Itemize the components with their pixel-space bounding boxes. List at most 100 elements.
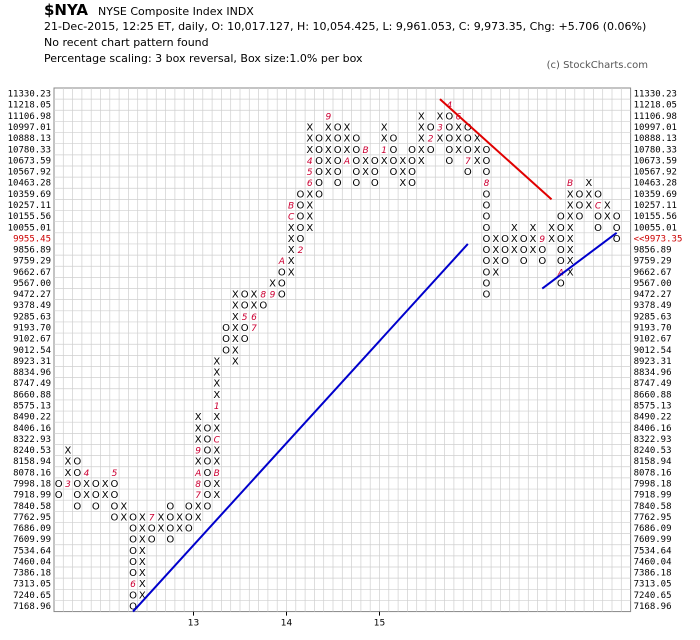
left-tick-label: 8834.96	[13, 368, 51, 378]
left-tick-label: 9012.54	[13, 346, 51, 356]
x-box: X	[306, 122, 313, 133]
o-box: O	[594, 189, 602, 200]
o-box: O	[259, 301, 267, 312]
o-box: O	[315, 178, 323, 189]
x-box: X	[139, 579, 146, 590]
o-box: O	[390, 134, 398, 145]
trendline	[541, 232, 618, 290]
scaling-line: Percentage scaling: 3 box reversal, Box …	[44, 52, 363, 65]
x-box: X	[232, 334, 239, 345]
right-tick-label: 9102.67	[634, 335, 672, 345]
o-box: O	[483, 223, 491, 234]
o-box: O	[129, 568, 137, 579]
x-box: X	[455, 134, 462, 145]
x-box: X	[288, 234, 295, 245]
o-box: O	[483, 145, 491, 156]
x-box: X	[418, 156, 425, 167]
right-tick-label: 10359.69	[634, 190, 677, 200]
month-marker: 8	[260, 291, 266, 301]
x-box: X	[530, 223, 537, 234]
x-box: X	[102, 479, 109, 490]
x-box: X	[176, 524, 183, 535]
o-box: O	[352, 178, 360, 189]
o-box: O	[483, 245, 491, 256]
left-tick-label: 7762.95	[13, 513, 51, 523]
left-tick-label: 11218.05	[8, 101, 51, 111]
o-box: O	[538, 245, 546, 256]
o-box: O	[92, 479, 100, 490]
left-tick-label: 7840.58	[13, 502, 51, 512]
left-tick-label: 10055.01	[8, 223, 51, 233]
pattern-line: No recent chart pattern found	[44, 36, 209, 49]
x-box: X	[288, 245, 295, 256]
right-tick-label: 10780.33	[634, 145, 677, 155]
o-box: O	[594, 212, 602, 223]
right-tick-label: 8747.49	[634, 379, 672, 389]
o-box: O	[73, 457, 81, 468]
x-box: X	[437, 111, 444, 122]
right-tick-label: 10997.01	[634, 123, 677, 133]
x-box: X	[139, 512, 146, 523]
o-box: O	[352, 167, 360, 178]
right-tick-label: 7313.05	[634, 580, 672, 590]
month-marker: 8	[484, 179, 490, 189]
o-box: O	[483, 212, 491, 223]
left-price-axis: 11330.2311218.0511106.9810997.0110888.13…	[8, 90, 51, 612]
x-box: X	[306, 145, 313, 156]
x-box: X	[195, 412, 202, 423]
x-box: X	[585, 189, 592, 200]
o-box: O	[111, 501, 119, 512]
o-box: O	[241, 301, 249, 312]
x-box: X	[102, 490, 109, 501]
o-box: O	[501, 234, 509, 245]
chart-name: NYSE Composite Index INDX	[98, 5, 254, 18]
o-box: O	[594, 223, 602, 234]
left-tick-label: 7534.64	[13, 546, 51, 556]
o-box: O	[222, 345, 230, 356]
left-tick-label: 11106.98	[8, 112, 51, 122]
o-box: O	[613, 234, 621, 245]
month-marker: 2	[298, 246, 304, 256]
o-box: O	[613, 212, 621, 223]
left-tick-label: 8406.16	[13, 424, 51, 434]
right-tick-label: 7918.99	[634, 491, 672, 501]
x-box: X	[325, 167, 332, 178]
month-marker: 5	[307, 168, 313, 178]
month-marker: 4	[84, 469, 90, 479]
x-box: X	[567, 200, 574, 211]
x-box: X	[567, 223, 574, 234]
o-box: O	[576, 200, 584, 211]
o-box: O	[166, 535, 174, 546]
o-box: O	[390, 145, 398, 156]
o-box: O	[483, 256, 491, 267]
right-tick-label: 10567.92	[634, 168, 677, 178]
x-box: X	[474, 134, 481, 145]
o-box: O	[445, 122, 453, 133]
left-tick-label: 9567.00	[13, 279, 51, 289]
x-box: X	[195, 434, 202, 445]
o-box: O	[92, 501, 100, 512]
right-tick-label: 8158.94	[634, 457, 672, 467]
month-marker: 6	[307, 179, 313, 189]
o-box: O	[315, 189, 323, 200]
x-box: X	[492, 245, 499, 256]
o-box: O	[111, 479, 119, 490]
copyright: (c) StockCharts.com	[546, 60, 648, 71]
x-box: X	[213, 368, 220, 379]
right-tick-label: 10055.01	[634, 223, 677, 233]
o-box: O	[371, 156, 379, 167]
month-marker: 7	[251, 324, 257, 334]
x-box: X	[399, 178, 406, 189]
month-marker: A	[278, 257, 285, 267]
x-box: X	[418, 122, 425, 133]
month-marker: 9	[270, 291, 276, 301]
o-box: O	[520, 245, 528, 256]
x-box: X	[585, 178, 592, 189]
left-tick-label: 8078.16	[13, 468, 51, 478]
month-marker: 9	[325, 112, 331, 122]
x-box: X	[213, 446, 220, 457]
o-box: O	[204, 434, 212, 445]
month-marker: A	[194, 469, 201, 479]
o-box: O	[557, 245, 565, 256]
time-tick-label: 13	[188, 619, 199, 629]
